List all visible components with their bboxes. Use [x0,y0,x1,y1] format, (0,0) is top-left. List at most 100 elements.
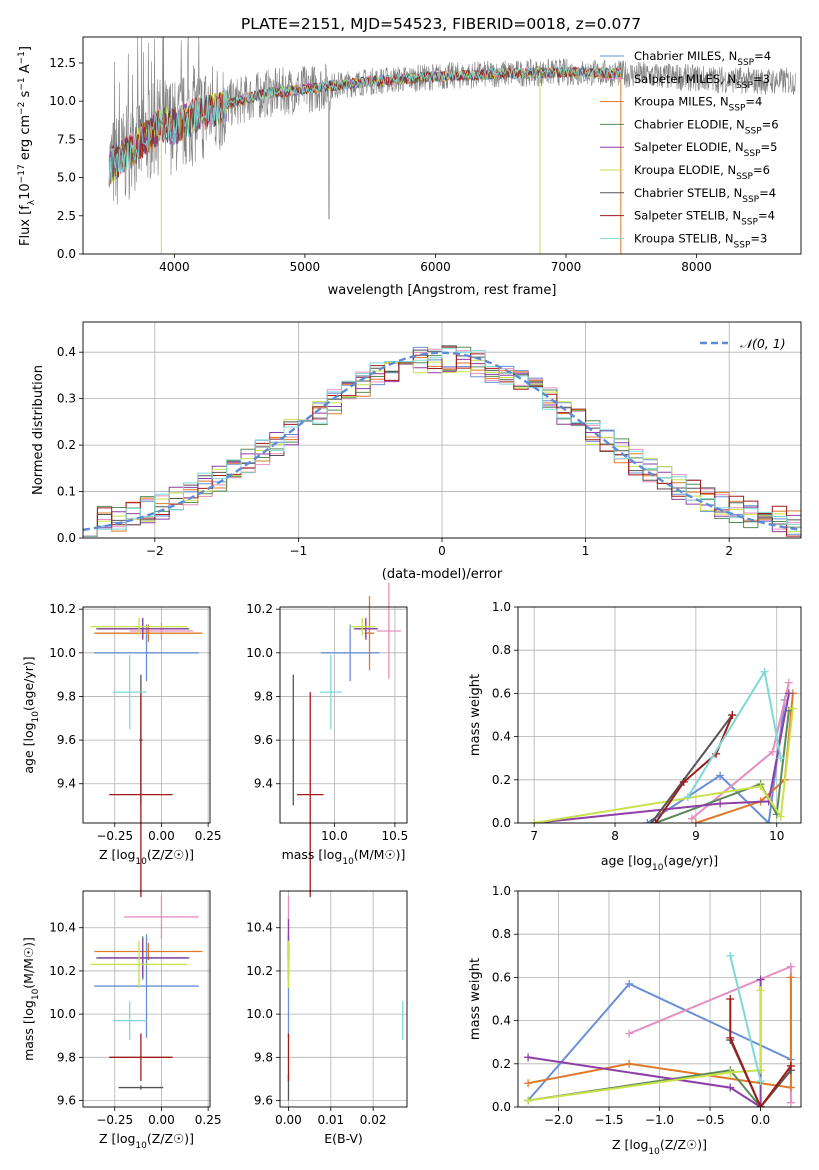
model-spectrum-kroupa_stelib [108,66,622,186]
x-tick-label: 9 [692,829,700,843]
x-tick-label: 6000 [420,260,451,274]
x-tick-label: −1 [290,544,308,558]
plot-area [90,895,203,1090]
y-tick-label: 9.8 [57,689,76,703]
weight-marker-kroupa_stelib [760,667,769,676]
y-tick-label: 0.4 [57,345,76,359]
weight-marker-salpeter_stelib [756,1103,765,1107]
errorbar-chabrier_stelib [118,1085,164,1090]
y-tick-label: 10.2 [49,602,76,616]
weight-marker-chabrier_miles [643,819,652,823]
y-tick-label: 0.3 [57,392,76,406]
x-tick-label: 10 [769,829,784,843]
x-tick-label: 5000 [290,260,321,274]
axes-frame [279,606,408,824]
weight-marker-kroupa_miles [625,1059,634,1068]
weight-marker-chabrier_miles [764,819,773,823]
errorbar-kroupa_miles [94,942,203,961]
panel-ebv_vs_mass: 0.00 0.01 0.02 9.6 9.8 10.0 10.2 10.4 E(B-V) [246,890,408,1146]
x-axis-label: Z [log10(Z/Z☉)] [99,847,194,867]
axes-frame [82,890,211,1108]
errorbar-kroupa_miles [94,624,203,642]
y-axis-label: age [log10(age/yr)] [21,656,41,773]
x-axis-label: wavelength [Angstrom, rest frame] [328,283,557,298]
axes-frame [279,890,408,1108]
y-tick-label: 10.2 [246,964,273,978]
x-tick-label: 0.0 [751,1113,770,1127]
panel-z_vs_mass: −0.25 0.00 0.25 9.6 9.8 10.0 10.2 10.4 Z [log10(… [21,890,221,1151]
legend-label: Chabrier ELODIE, NSSP=6 [634,117,779,136]
x-tick-label: 0.01 [317,1113,344,1127]
histogram-kroupa_stelib [83,347,801,537]
weight-marker-kroupa_elodie [756,986,765,995]
x-axis-label: Z [log10(Z/Z☉)] [612,1137,707,1157]
weight-marker-kroupa_stelib [776,754,785,763]
weight-marker-kroupa_stelib [756,1077,765,1086]
x-axis-label: mass [log10(M/M☉)] [282,847,406,867]
errorbar-salpeter_miles [129,622,194,640]
axes-frame [82,606,211,824]
errorbar-salpeter_stelib [109,692,173,898]
panel-mass_vs_age: 10.0 10.5 9.4 9.6 9.8 10.0 10.2 mass [log10(M/M… [246,583,409,898]
weight-line-salpeter_stelib [654,714,734,823]
errorbar-salpeter_miles [124,895,199,939]
y-tick-label: 10.0 [246,1007,273,1021]
y-tick-label: 9.4 [57,777,76,791]
y-tick-label: 9.8 [254,689,273,703]
y-tick-label: 0.6 [492,686,511,700]
gaussian-curve [83,351,801,532]
errorbar-kroupa_elodie [348,617,376,636]
weight-marker-salpeter_elodie [756,975,765,984]
x-tick-label: 10.5 [382,829,409,843]
y-tick-label: 0.1 [57,485,76,499]
weight-marker-salpeter_stelib [728,711,737,719]
x-tick-label: 0.25 [195,829,222,843]
plot-area [83,345,801,537]
y-tick-label: 0.0 [492,816,511,830]
y-tick-label: 10.0 [49,646,76,660]
errorbar-kroupa_stelib [319,655,342,730]
y-tick-label: 0.0 [492,1100,511,1114]
y-tick-label: 9.8 [254,1050,273,1064]
x-tick-label: 0.00 [148,1113,175,1127]
weight-line-salpeter_elodie [527,979,762,1107]
legend-label: 𝒩(0, 1) [740,336,786,351]
weight-marker-salpeter_miles [687,814,696,823]
x-tick-label: −1.0 [645,1113,674,1127]
y-tick-label: 9.4 [254,777,273,791]
figure-title: PLATE=2151, MJD=54523, FIBERID=0018, z=0… [241,15,641,33]
x-tick-label: 10.0 [321,829,348,843]
x-tick-label: 7 [530,829,538,843]
weight-marker-kroupa_elodie [788,704,797,713]
errorbar-salpeter_elodie [97,617,188,640]
y-tick-label: 9.8 [57,1050,76,1064]
x-tick-label: −2 [146,544,164,558]
weight-marker-chabrier_miles [716,771,725,780]
weight-marker-kroupa_elodie [524,1096,533,1105]
weight-line-salpeter_elodie [534,693,790,823]
weight-line-chabrier_stelib [650,714,734,823]
y-tick-label: 0.8 [492,927,511,941]
weight-marker-salpeter_elodie [524,1053,533,1062]
weight-line-kroupa_stelib [686,669,782,798]
errorbar-salpeter_elodie [354,617,377,640]
y-tick-label: 1.0 [492,600,511,614]
weight-marker-salpeter_miles [625,1029,634,1038]
y-tick-label: 5.0 [57,171,76,185]
legend-label: Chabrier MILES, NSSP=4 [634,49,771,68]
y-tick-label: 2.5 [57,209,76,223]
y-tick-label: 10.4 [49,921,76,935]
y-tick-label: 10.0 [49,1007,76,1021]
axes-frame [517,890,802,1108]
x-tick-label: 0.00 [148,829,175,843]
legend-label: Salpeter STELIB, NSSP=4 [634,209,775,228]
x-tick-label: 0 [438,544,446,558]
y-tick-label: 9.6 [254,733,273,747]
weight-marker-chabrier_miles [625,979,634,988]
errorbar-salpeter_stelib [296,692,324,898]
y-axis-label: mass [log10(M/M☉)] [21,937,41,1061]
panel-z_vs_weight: −2.0 −1.5 −1.0 −0.5 0.0 0.0 0.2 0.4 0.6 0.8 1.0 Z [… [468,884,802,1157]
weight-marker-salpeter_stelib [651,819,660,823]
y-axis-label: Normed distribution [31,365,46,495]
weight-marker-kroupa_miles [786,1083,795,1092]
